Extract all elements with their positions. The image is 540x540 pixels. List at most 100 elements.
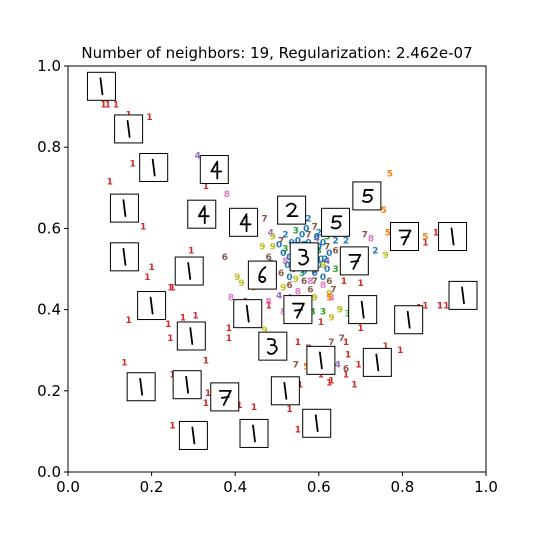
- digit-point-label: 7: [311, 222, 317, 232]
- digit-point-label: 0: [318, 255, 324, 265]
- digit-point-label: 1: [326, 379, 332, 389]
- digit-thumbnail: [210, 382, 240, 412]
- digit-point-label: 1: [148, 263, 154, 273]
- digit-point-label: 0: [280, 249, 286, 259]
- digit-point-label: 1: [443, 302, 449, 312]
- digit-point-label: 3: [293, 226, 299, 236]
- digit-point-label: 5: [422, 233, 428, 243]
- digit-point-label: 9: [270, 233, 276, 243]
- digit-point-label: 1: [226, 324, 232, 334]
- digit-point-label: 2: [316, 228, 322, 238]
- thumbnail-digit-stroke: [360, 300, 365, 319]
- digit-point-label: 4: [194, 151, 200, 161]
- digit-thumbnail: [339, 246, 369, 276]
- digit-thumbnail: [277, 195, 307, 225]
- thumbnail-digit-stroke: [149, 296, 154, 315]
- digit-point-label: 1: [169, 283, 175, 293]
- digit-point-label: 1: [318, 371, 324, 381]
- digit-point-label: 1: [397, 346, 403, 356]
- digit-point-label: 4: [276, 291, 282, 301]
- digit-point-label: 7: [311, 267, 317, 277]
- digit-point-label: 1: [125, 316, 131, 326]
- thumbnail-digit-stroke: [450, 227, 455, 246]
- thumbnail-digit-stroke: [330, 215, 343, 230]
- digit-point-label: 1: [121, 358, 127, 368]
- digit-thumbnail: [362, 347, 392, 377]
- thumbnail-digit-stroke: [122, 247, 127, 266]
- digit-point-label: 6: [286, 281, 292, 291]
- digit-thumbnail: [448, 280, 478, 310]
- digit-point-label: 3: [324, 233, 330, 243]
- digit-point-label: 1: [437, 302, 443, 312]
- digit-point-label: 1: [286, 405, 292, 415]
- digit-thumbnail: [302, 408, 332, 438]
- digit-point-label: 1: [188, 247, 194, 257]
- digit-point-label: 0: [311, 269, 317, 279]
- digit-thumbnail: [172, 370, 202, 400]
- digit-point-label: 6: [266, 253, 272, 263]
- digit-point-label: 1: [351, 381, 357, 391]
- thumbnail-digit-stroke: [266, 338, 278, 355]
- digit-point-label: 9: [234, 273, 240, 283]
- digit-point-label: 2: [322, 255, 328, 265]
- digit-point-label: 1: [343, 371, 349, 381]
- digit-point-label: 9: [280, 283, 286, 293]
- thumbnail-frame: [239, 418, 269, 448]
- thumbnail-digit-stroke: [283, 381, 288, 400]
- digit-point-label: 7: [339, 334, 345, 344]
- digit-point-label: 3: [316, 247, 322, 257]
- thumbnail-digit-stroke: [139, 377, 144, 396]
- thumbnail-digit-stroke: [298, 248, 310, 266]
- thumbnail-frame: [352, 181, 382, 211]
- thumbnail-digit-stroke: [348, 253, 362, 270]
- y-tick-label: 1.0: [37, 57, 61, 75]
- digit-point-label: 4: [334, 360, 340, 370]
- digit-point-label: 9: [238, 279, 244, 289]
- digit-point-label: 9: [337, 306, 343, 316]
- thumbnail-digit-stroke: [197, 205, 210, 225]
- digit-point-label: 8: [368, 235, 374, 245]
- digit-thumbnail: [126, 372, 156, 402]
- x-tick-label: 0.0: [56, 478, 80, 496]
- thumbnail-digit-stroke: [285, 202, 299, 218]
- digit-thumbnail: [229, 207, 259, 237]
- digit-thumbnail: [176, 321, 206, 351]
- digit-point-label: 1: [295, 425, 301, 435]
- thumbnail-digit-stroke: [189, 327, 194, 345]
- digit-point-label: 0: [286, 253, 292, 263]
- digit-point-label: 1: [318, 318, 324, 328]
- digit-thumbnail: [352, 181, 382, 211]
- digit-point-label: 9: [293, 275, 299, 285]
- thumbnail-frame: [229, 207, 259, 237]
- digit-thumbnail: [258, 331, 288, 361]
- digit-point-label: 7: [261, 214, 267, 224]
- digit-point-label: 1: [433, 228, 439, 238]
- digit-point-label: 8: [228, 293, 234, 303]
- digit-point-label: 0: [324, 265, 330, 275]
- digit-point-label: 0: [316, 261, 322, 271]
- digit-point-label: 1: [203, 399, 209, 409]
- digit-point-label: 1: [169, 421, 175, 431]
- digit-thumbnail: [114, 114, 144, 144]
- digit-point-label: 0: [301, 267, 307, 277]
- digit-point-label: 1: [422, 302, 428, 312]
- digit-point-label: 4: [314, 235, 320, 245]
- digit-thumbnail: [348, 295, 378, 325]
- digit-point-label: 1: [167, 283, 173, 293]
- digit-point-label: 1: [167, 334, 173, 344]
- digit-point-label: 9: [326, 289, 332, 299]
- digit-point-label: 1: [203, 356, 209, 366]
- digit-point-label: 7: [278, 237, 284, 247]
- digit-point-label: 3: [332, 265, 338, 275]
- thumbnail-frame: [247, 260, 277, 290]
- digit-thumbnail: [199, 155, 229, 185]
- digit-point-label: 1: [203, 182, 209, 192]
- thumbnail-frame: [258, 331, 288, 361]
- x-tick-label: 0.8: [390, 478, 414, 496]
- digit-point-label: 7: [311, 277, 317, 287]
- digit-point-label: 5: [303, 362, 309, 372]
- digit-point-label: 1: [341, 277, 347, 287]
- digit-point-label: 2: [332, 237, 338, 247]
- axis-ticks: 0.0 0.2 0.4 0.6 0.8 1.0 0.0 0.2 0.4 0.6 0.8 1.0: [37, 57, 498, 496]
- digit-point-label: 6: [222, 253, 228, 263]
